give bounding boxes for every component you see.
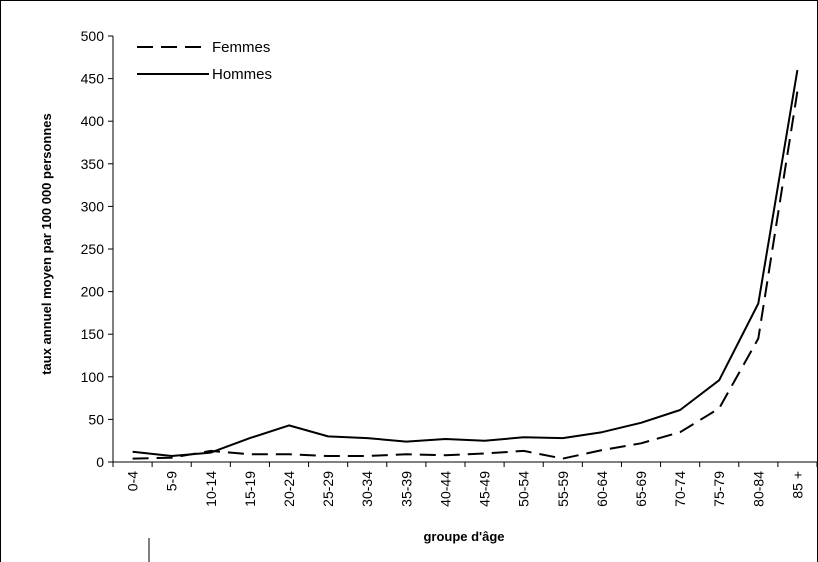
x-tick-label: 30-34 (359, 471, 375, 507)
x-axis-title: groupe d'âge (423, 529, 504, 544)
x-tick-label: 35-39 (398, 471, 414, 507)
x-tick-label: 75-79 (711, 471, 727, 507)
y-tick-labels: 0 50 100 150 200 250 300 350 400 450 500 (81, 28, 105, 470)
y-tick-label: 200 (81, 284, 105, 300)
y-tick-label: 300 (81, 198, 105, 214)
legend: Femmes Hommes (137, 39, 272, 83)
y-tick-label: 350 (81, 156, 105, 172)
y-tick-label: 0 (96, 454, 104, 470)
x-tick-label: 50-54 (516, 471, 532, 507)
x-tick-label: 45-49 (477, 471, 493, 507)
y-axis-title: taux annuel moyen par 100 000 personnes (39, 113, 54, 375)
series-line-hommes (132, 69, 799, 457)
x-tick-label: 40-44 (437, 471, 453, 507)
y-tick-label: 450 (81, 71, 105, 87)
x-tick-label: 70-74 (672, 471, 688, 507)
y-tick-label: 50 (88, 411, 104, 427)
x-tick-label: 60-64 (594, 471, 610, 507)
y-tick-label: 150 (81, 326, 105, 342)
x-tick-label: 55-59 (555, 471, 571, 507)
y-tick-label: 100 (81, 369, 105, 385)
y-tick-label: 400 (81, 113, 105, 129)
x-tick-label: 0-4 (125, 471, 141, 491)
series-line-femmes (132, 91, 799, 460)
x-tick-label: 5-9 (164, 471, 180, 491)
x-tick-label: 20-24 (281, 471, 297, 507)
x-tick-label: 85 + (789, 471, 805, 499)
x-tick-label: 80-84 (750, 471, 766, 507)
legend-label-hommes: Hommes (212, 66, 272, 83)
legend-label-femmes: Femmes (212, 39, 270, 56)
y-tick-label: 250 (81, 241, 105, 257)
y-tick-label: 500 (81, 28, 105, 44)
axes (108, 35, 818, 467)
x-tick-label: 65-69 (633, 471, 649, 507)
x-tick-label: 10-14 (203, 471, 219, 507)
x-tick-label: 15-19 (242, 471, 258, 507)
series-lines (132, 69, 799, 460)
x-tick-label: 25-29 (320, 471, 336, 507)
x-tick-labels: 0-4 5-9 10-14 15-19 20-24 25-29 30-34 35-39 40-4… (125, 471, 806, 507)
